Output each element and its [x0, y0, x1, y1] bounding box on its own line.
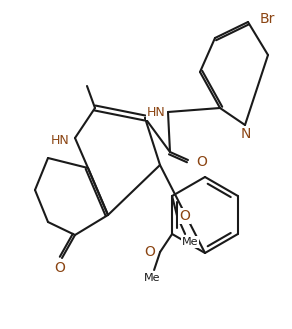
Text: O: O — [55, 261, 65, 275]
Text: N: N — [241, 127, 251, 141]
Text: O: O — [179, 209, 190, 223]
Text: HN: HN — [147, 106, 166, 118]
Text: Me: Me — [182, 237, 198, 247]
Text: Br: Br — [260, 12, 275, 26]
Text: HN: HN — [50, 134, 69, 146]
Text: Me: Me — [144, 273, 160, 283]
Text: O: O — [144, 245, 155, 259]
Text: O: O — [196, 155, 207, 169]
